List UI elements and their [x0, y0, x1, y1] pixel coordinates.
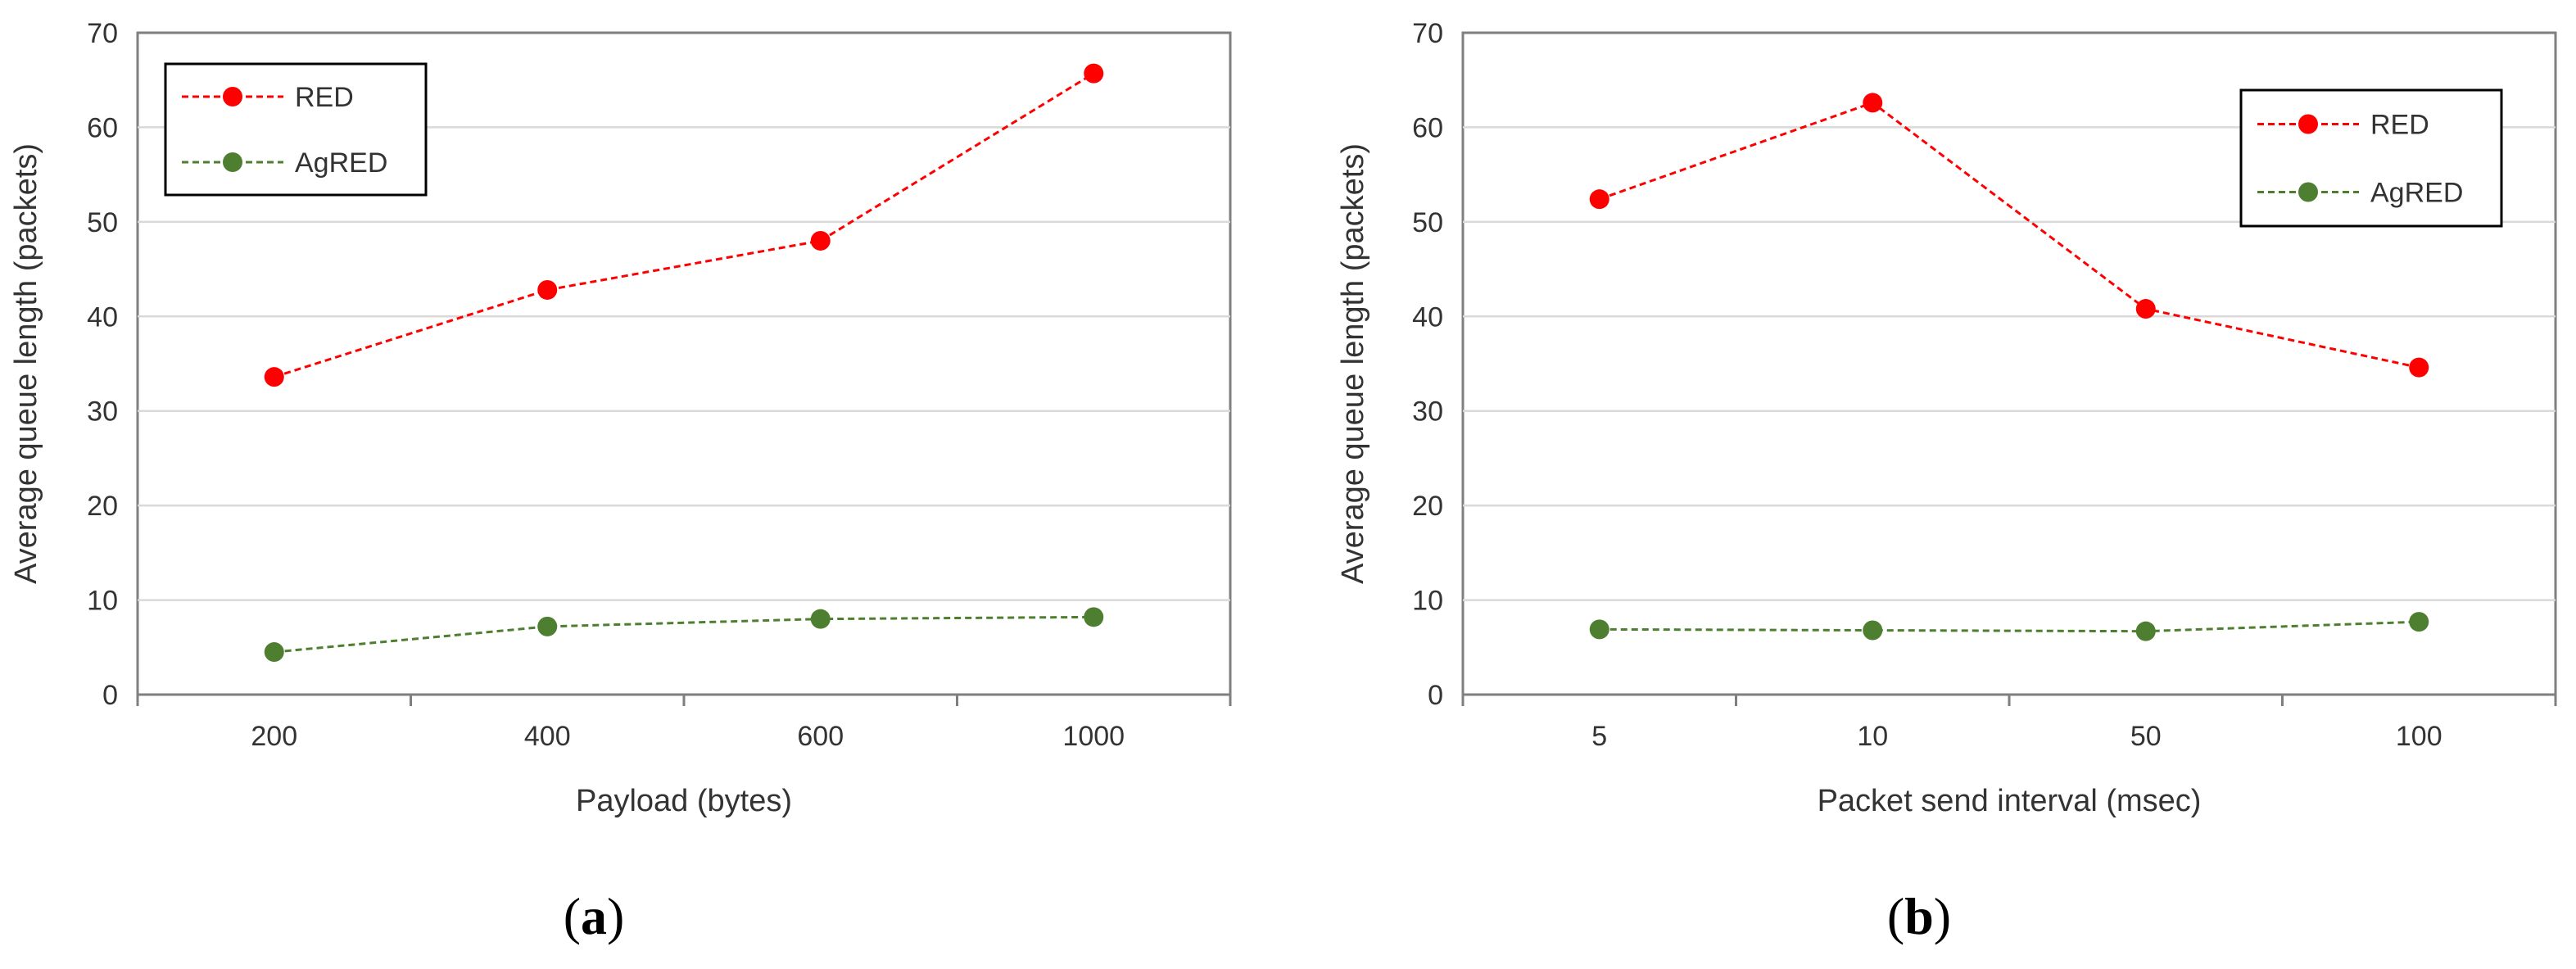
x-axis-title: Payload (bytes)	[576, 784, 792, 818]
data-point-agred	[1589, 619, 1609, 640]
y-tick-label: 40	[87, 301, 118, 333]
data-point-agred	[2409, 612, 2429, 632]
panel-label-letter: b	[1904, 887, 1934, 945]
series-line-red	[274, 72, 1095, 378]
data-point-agred	[264, 642, 284, 663]
y-tick-label: 30	[1412, 396, 1443, 428]
data-point-red	[1863, 93, 1883, 113]
x-tick-label: 100	[2396, 721, 2442, 752]
y-tick-label: 50	[1412, 207, 1443, 238]
y-tick-label: 0	[102, 680, 118, 711]
x-tick-label: 1000	[1062, 721, 1125, 752]
series-line-red	[1599, 101, 2420, 369]
panel-label-letter: a	[581, 887, 607, 945]
chart-panel-a: 0 10 20 30 40 50 60 70 200 400 600 1000 Payload (byt…	[9, 18, 1232, 945]
series-line-agred	[1599, 620, 2420, 633]
panel-label: (a)	[564, 887, 625, 945]
panel-label-open: (	[564, 887, 581, 945]
chart-panel-b: 0 10 20 30 40 50 60 70 5 10 50 100 Packet send inter…	[1336, 18, 2557, 945]
x-tick-label: 5	[1591, 721, 1607, 752]
panel-label-open: (	[1887, 887, 1904, 945]
y-tick-label: 30	[87, 396, 118, 428]
legend: RED AgRED	[164, 62, 428, 197]
data-point-red	[264, 367, 284, 387]
y-tick-label: 10	[1412, 586, 1443, 617]
y-tick-label: 70	[1412, 18, 1443, 49]
series-line-agred	[274, 615, 1094, 654]
y-axis-title: Average queue length (packets)	[1336, 143, 1370, 584]
legend: RED AgRED	[2239, 88, 2503, 228]
panel-label-close: )	[607, 887, 624, 945]
data-point-red	[2409, 357, 2429, 378]
y-tick-label: 20	[87, 491, 118, 522]
x-tick-label: 600	[797, 721, 844, 752]
data-point-red	[1084, 63, 1104, 84]
data-point-agred	[537, 616, 558, 636]
legend-marker-agred	[2298, 182, 2318, 202]
y-axis-title: Average queue length (packets)	[9, 143, 43, 584]
y-tick-label: 0	[1428, 680, 1443, 711]
legend-label-red: RED	[2370, 110, 2429, 141]
x-tick-label: 400	[524, 721, 571, 752]
x-tick-label: 10	[1857, 721, 1888, 752]
data-point-agred	[1863, 620, 1883, 641]
legend-label-agred: AgRED	[2370, 178, 2463, 209]
panel-label-close: )	[1934, 887, 1951, 945]
y-tick-label: 20	[1412, 491, 1443, 522]
data-point-agred	[1084, 607, 1104, 627]
legend-marker-red	[2298, 114, 2318, 134]
x-tick-label: 200	[251, 721, 297, 752]
data-point-red	[537, 279, 558, 300]
legend-label-red: RED	[295, 82, 354, 113]
legend-box	[164, 62, 428, 197]
y-tick-label: 50	[87, 207, 118, 238]
x-axis-title: Packet send interval (msec)	[1818, 784, 2202, 818]
legend-marker-red	[223, 87, 242, 106]
legend-marker-agred	[223, 152, 242, 172]
x-tick-label: 50	[2130, 721, 2162, 752]
y-tick-label: 70	[87, 18, 118, 49]
legend-box	[2239, 88, 2503, 228]
legend-label-agred: AgRED	[295, 147, 387, 179]
data-point-agred	[2135, 621, 2156, 641]
data-point-red	[2135, 299, 2156, 319]
data-point-red	[810, 230, 831, 251]
y-tick-label: 40	[1412, 301, 1443, 333]
panel-label: (b)	[1887, 887, 1951, 945]
y-tick-label: 10	[87, 586, 118, 617]
y-tick-label: 60	[87, 112, 118, 143]
data-point-agred	[810, 609, 831, 629]
y-tick-label: 60	[1412, 112, 1443, 143]
data-point-red	[1589, 189, 1609, 210]
